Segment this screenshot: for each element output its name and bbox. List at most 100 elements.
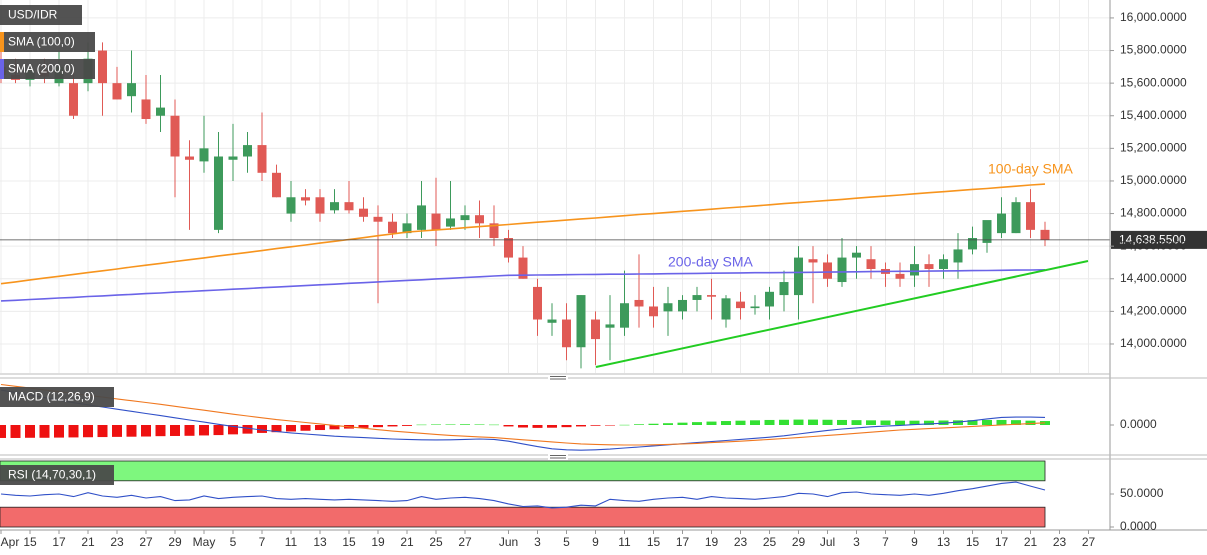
candle-body [765, 291, 774, 307]
macd-histogram-bar [126, 425, 137, 437]
rsi-line [0, 481, 1046, 509]
candle-body [475, 215, 484, 224]
x-tick-label: 3 [853, 535, 860, 549]
macd-histogram-bar [561, 425, 572, 428]
candle-body [98, 50, 107, 84]
macd-histogram-bar [54, 425, 64, 438]
candle-body [924, 264, 934, 269]
x-tick-label: 27 [1082, 535, 1096, 549]
legend-label: RSI (14,70,30,1) [8, 468, 96, 482]
y-tick-label: 15,400.0000 [1120, 108, 1187, 122]
x-tick-label: 15 [23, 535, 37, 549]
legend-box [0, 387, 114, 407]
resize-handle[interactable] [548, 375, 568, 381]
macd-histogram-bar [358, 425, 369, 428]
macd-histogram-bar [779, 419, 789, 425]
handle[interactable] [548, 375, 568, 381]
grid-layer [0, 0, 1110, 528]
candle-body [823, 262, 832, 279]
candle-body [721, 298, 731, 320]
macd-histogram-bar [692, 422, 702, 425]
candle-body [344, 202, 354, 211]
oversold-zone [0, 506, 1046, 528]
y-tick-label: 14,400.0000 [1120, 271, 1187, 285]
candle-body [330, 202, 339, 211]
macd-histogram-bar [39, 425, 50, 438]
y-tick-label: 14,800.0000 [1120, 206, 1187, 220]
macd-histogram-bar [735, 420, 746, 425]
candle-body [533, 286, 542, 320]
legend-label: MACD (12,26,9) [8, 390, 95, 404]
macd-histogram-bar [576, 425, 586, 427]
y-tick-label: 15,000.0000 [1120, 173, 1187, 187]
macd-histogram-bar [489, 424, 499, 426]
macd-histogram-bar [271, 425, 282, 433]
candle-body [562, 319, 571, 348]
y-tick-label: 16,000.0000 [1120, 10, 1187, 24]
macd-histogram-bar [547, 425, 557, 428]
candle-body [939, 259, 948, 269]
macd-histogram-bar [866, 420, 876, 425]
macd-histogram-bar [706, 421, 717, 425]
legend-box [0, 59, 95, 79]
macd-histogram-bar [503, 425, 514, 427]
macd-histogram-bar [25, 425, 35, 438]
macd-histogram-bar [0, 425, 6, 438]
y-tick-label: 50.0000 [1120, 486, 1164, 500]
x-tick-label: May [193, 535, 216, 549]
macd-histogram-bar [474, 424, 485, 425]
candle-body [750, 306, 760, 309]
candle-body [779, 282, 789, 296]
candle-body [794, 257, 803, 296]
candle-body [417, 205, 426, 230]
x-tick-label: 15 [966, 535, 980, 549]
macd-histogram-bar [793, 419, 804, 425]
macd-line [0, 389, 1046, 451]
x-tick-label: 27 [139, 535, 153, 549]
macd-histogram-bar [721, 421, 731, 425]
legend-swatch [0, 59, 4, 79]
macd-line [0, 383, 1046, 446]
y-tick-label: 14,600.0000 [1120, 238, 1187, 252]
trendline [595, 260, 1089, 368]
x-tick-label: 15 [647, 535, 661, 549]
y-tick-label: 0.0000 [1120, 417, 1157, 431]
macd-histogram-bar [416, 424, 427, 426]
x-tick-label: 23 [110, 535, 124, 549]
resize-handle[interactable] [548, 454, 568, 460]
y-tick-label: 15,200.0000 [1120, 141, 1187, 155]
y-tick-label: 14,000.0000 [1120, 336, 1187, 350]
candle-body [968, 238, 977, 250]
candle-body [69, 83, 78, 116]
macd-histogram-bar [982, 419, 992, 425]
x-tick-label: Apr [1, 535, 20, 549]
candle-body [649, 306, 658, 317]
candle-body [547, 319, 557, 323]
candle-body [808, 259, 818, 263]
macd-histogram-bar [141, 425, 151, 437]
macd-histogram-bar [83, 425, 93, 438]
x-tick-label: Jun [499, 535, 518, 549]
macd-histogram-bar [750, 420, 760, 425]
candle-body [141, 99, 151, 120]
candle-body [402, 223, 412, 234]
legend-box [0, 5, 82, 25]
macd-histogram-bar [170, 425, 180, 436]
macd-histogram-bar [242, 425, 253, 434]
macd-histogram-bar [648, 423, 659, 425]
x-tick-label: 7 [259, 535, 266, 549]
legend-label: USD/IDR [8, 8, 58, 22]
candle-body [736, 301, 745, 309]
macd-histogram-bar [112, 425, 122, 437]
handle[interactable] [548, 454, 568, 460]
legend-box [0, 465, 114, 485]
macd-histogram-bar [518, 425, 528, 428]
macd-histogram-bar [286, 425, 296, 432]
x-tick-label: 25 [763, 535, 777, 549]
legend-label: SMA (200,0) [8, 62, 75, 76]
macd-histogram-bar [953, 420, 963, 425]
sma-line [0, 269, 1046, 302]
candle-body [373, 216, 383, 222]
candle-body [895, 273, 905, 279]
x-tick-label: Jul [820, 535, 835, 549]
